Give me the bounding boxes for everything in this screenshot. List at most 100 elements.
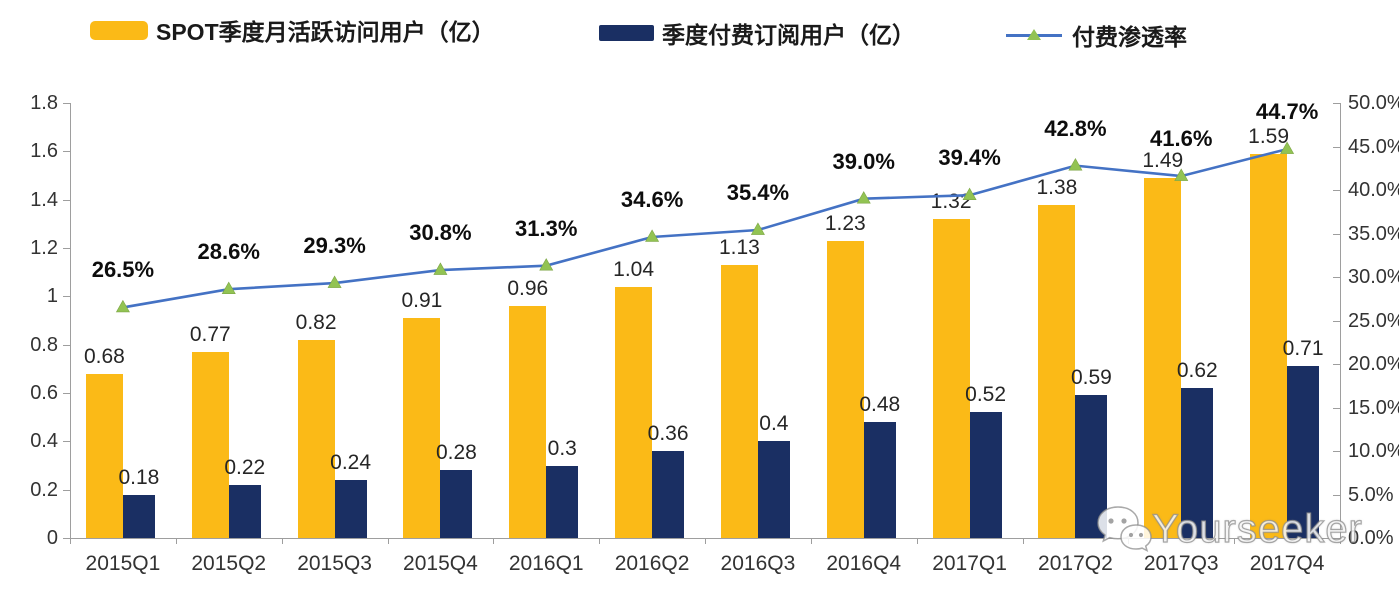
y-axis-left-tick-mark (63, 344, 70, 346)
x-axis-tick-mark (916, 538, 918, 544)
y-axis-left-tick-mark (63, 393, 70, 394)
x-axis-tick-mark (1340, 538, 1341, 544)
left-axis-line (70, 103, 71, 539)
penetration-label: 26.5% (91, 257, 155, 283)
x-axis-tick-mark (1234, 538, 1236, 544)
x-axis-tick-mark (175, 538, 177, 544)
penetration-label: 44.7% (1255, 99, 1319, 125)
bar-label-mau: 0.91 (401, 289, 443, 313)
x-axis-tick: 2015Q3 (297, 552, 372, 575)
bar-label-subscribers: 0.28 (435, 441, 477, 465)
y-axis-right-tick-mark (1333, 451, 1340, 452)
line-marker-triangle-icon (115, 299, 130, 313)
watermark-text: Yourseeker (1151, 506, 1363, 551)
bar-label-mau: 0.68 (83, 344, 125, 368)
right-axis-line (1340, 103, 1341, 539)
bar-subscribers (546, 465, 579, 538)
legend-label-penetration: 付费渗透率 (1072, 24, 1187, 50)
line-marker-triangle-icon (433, 262, 448, 275)
bar-label-mau: 1.59 (1248, 124, 1290, 148)
x-axis-tick-mark (493, 538, 495, 544)
bar-mau (615, 286, 653, 538)
y-axis-left-tick-mark (63, 199, 70, 201)
y-axis-left-tick: 1.4 (30, 188, 58, 211)
bar-label-subscribers: 0.62 (1176, 359, 1218, 383)
x-axis-tick: 2017Q4 (1249, 552, 1325, 575)
legend-label-mau: SPOT季度月活跃访问用户（亿） (156, 19, 495, 45)
bar-subscribers (969, 412, 1002, 538)
x-axis-tick-mark (70, 538, 71, 544)
bar-label-subscribers: 0.36 (647, 422, 689, 445)
y-axis-right-tick-mark (1333, 407, 1340, 409)
penetration-label: 31.3% (515, 215, 578, 241)
bar-subscribers (334, 480, 367, 538)
legend-item-subscribers: 季度付费订阅用户（亿） (599, 16, 915, 50)
y-axis-right-tick: 40.0% (1348, 179, 1399, 201)
line-marker-triangle-icon (539, 258, 554, 271)
subscribers-series-swatch-icon (599, 25, 654, 41)
penetration-label: 29.3% (303, 233, 366, 259)
x-axis-tick-mark (599, 538, 601, 544)
wechat-logo-icon (1097, 506, 1152, 553)
y-axis-right-tick-mark (1333, 233, 1340, 235)
x-axis-tick-mark (387, 538, 389, 544)
bar-mau (403, 318, 441, 538)
y-axis-left-tick-mark (63, 489, 70, 491)
y-axis-left-tick: 1.8 (30, 92, 58, 114)
line-marker-triangle-icon (221, 281, 236, 294)
bar-label-subscribers: 0.52 (965, 383, 1007, 407)
bar-mau (509, 306, 547, 538)
y-axis-right-tick: 0.0% (1348, 527, 1394, 549)
x-axis-tick: 2015Q4 (403, 552, 478, 575)
y-axis-right-tick: 30.0% (1348, 266, 1399, 288)
x-axis-tick: 2016Q3 (720, 552, 796, 575)
y-axis-right-tick: 35.0% (1348, 222, 1399, 245)
x-axis-tick: 2016Q4 (826, 552, 902, 575)
x-axis-tick: 2016Q2 (614, 552, 690, 575)
penetration-label: 28.6% (197, 239, 260, 265)
bar-label-mau: 0.82 (295, 310, 337, 334)
y-axis-left-tick-mark (63, 248, 70, 249)
y-axis-left-tick: 0.6 (30, 382, 58, 404)
line-marker-triangle-icon (856, 191, 871, 204)
y-axis-right-tick: 20.0% (1348, 353, 1399, 375)
y-axis-right-tick-mark (1333, 103, 1340, 104)
penetration-label: 30.8% (409, 220, 472, 246)
line-marker-triangle-icon (750, 222, 765, 235)
bar-mau (826, 240, 864, 538)
bar-label-mau: 1.13 (718, 235, 760, 259)
y-axis-left-tick-mark (63, 151, 70, 153)
penetration-label: 41.6% (1150, 126, 1213, 152)
bar-label-mau: 0.96 (507, 277, 549, 300)
y-axis-left-tick: 1.2 (30, 237, 58, 259)
bar-label-subscribers: 0.48 (859, 393, 901, 416)
y-axis-left-tick-mark (63, 103, 70, 104)
line-marker-triangle-icon (1068, 158, 1083, 171)
line-marker-triangle-icon (645, 229, 660, 242)
y-axis-right-tick-mark (1333, 320, 1340, 322)
bar-mau (85, 373, 123, 538)
bar-label-mau: 1.04 (613, 257, 655, 281)
legend-item-penetration: 付费渗透率 (1006, 18, 1187, 52)
legend-item-mau: SPOT季度月活跃访问用户（亿） (90, 13, 495, 47)
bar-subscribers (863, 422, 896, 538)
y-axis-right-tick-mark (1333, 494, 1340, 496)
y-axis-left-tick: 0.2 (30, 478, 58, 501)
penetration-label: 39.4% (938, 145, 1001, 171)
y-axis-right-tick: 15.0% (1348, 396, 1399, 419)
y-axis-left-tick: 0.4 (30, 430, 58, 453)
bar-subscribers (1181, 388, 1214, 538)
bar-subscribers (1287, 366, 1320, 538)
x-axis-tick-mark (281, 538, 283, 544)
penetration-label: 34.6% (620, 186, 684, 212)
y-axis-right-tick: 25.0% (1348, 309, 1399, 332)
y-axis-right-tick: 50.0% (1348, 92, 1399, 114)
y-axis-left-tick: 0 (46, 527, 58, 549)
penetration-label: 35.4% (726, 180, 790, 206)
x-axis-tick-mark (810, 538, 812, 544)
watermark: Yourseeker (1094, 501, 1363, 557)
y-axis-right-tick-mark (1333, 190, 1340, 191)
y-axis-left-tick: 1.6 (30, 140, 58, 163)
bar-label-subscribers: 0.18 (118, 465, 160, 489)
